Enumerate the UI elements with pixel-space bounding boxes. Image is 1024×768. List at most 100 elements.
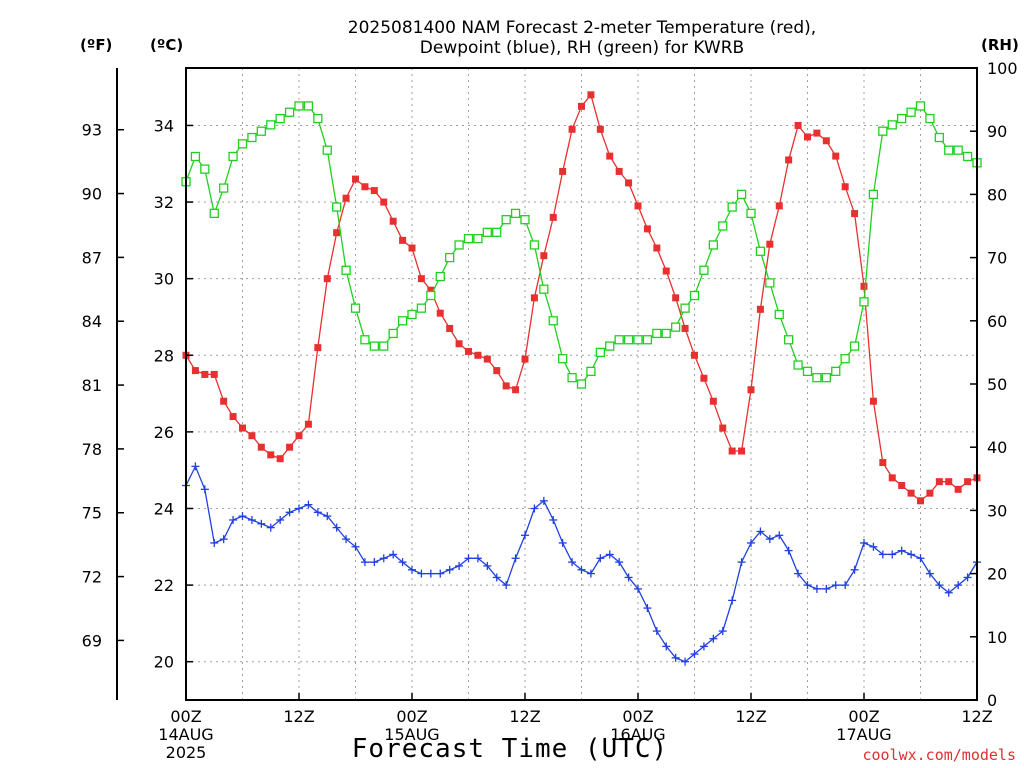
rh-point: [426, 290, 436, 301]
chart-subtitle: Dewpoint (blue), RH (green) for KWRB: [419, 38, 745, 58]
temperature-point: [314, 344, 322, 352]
temperature-point: [578, 102, 585, 110]
temperature-point: [926, 489, 934, 497]
temperature-point: [747, 386, 755, 394]
rh-point: [510, 208, 521, 219]
dewpoint-point: [907, 550, 916, 559]
rh-point: [303, 101, 314, 111]
rh-point: [548, 316, 558, 326]
rh-point: [962, 151, 973, 162]
temperature-point: [587, 91, 595, 99]
temperature-point: [530, 294, 538, 302]
dewpoint-point: [671, 653, 680, 662]
rh-point: [727, 202, 737, 212]
temperature-point: [681, 324, 689, 332]
x-tick-label: 17AUG: [836, 725, 891, 744]
temperature-point: [869, 397, 877, 405]
rh-point: [708, 240, 718, 250]
temperature-point: [775, 202, 783, 210]
fahrenheit-tick-label: 75: [82, 504, 102, 523]
dewpoint-point: [502, 581, 511, 590]
rh-point: [209, 208, 219, 219]
rh-point: [774, 309, 784, 320]
rh-point: [388, 328, 398, 339]
dewpoint-point: [643, 604, 652, 613]
rh-point: [784, 335, 794, 345]
rh-point: [831, 366, 841, 377]
temperature-point: [964, 478, 972, 486]
rh-point: [802, 366, 813, 377]
temperature-point: [917, 497, 924, 505]
dewpoint-point: [869, 542, 878, 551]
temperature-point: [342, 194, 350, 202]
dewpoint-point: [370, 558, 379, 567]
x-tick-label: 2025: [166, 743, 207, 762]
temperature-point: [191, 367, 199, 375]
rh-point: [492, 227, 502, 237]
rh-point: [219, 183, 229, 193]
rh-point: [680, 303, 690, 313]
temperature-point: [766, 240, 774, 248]
chart-title: 2025081400 NAM Forecast 2-meter Temperat…: [347, 18, 817, 38]
temperature-point: [691, 351, 698, 359]
dewpoint-point: [313, 508, 322, 517]
dewpoint-point: [219, 535, 228, 544]
dewpoint-point: [954, 581, 963, 590]
dewpoint-point: [888, 550, 897, 559]
rh-point: [200, 164, 210, 174]
dewpoint-point: [831, 581, 840, 590]
temperature-point: [728, 447, 736, 455]
rh-point: [878, 126, 888, 136]
temperature-point: [323, 275, 331, 283]
dewpoint-point: [841, 581, 850, 590]
rh-point: [840, 354, 850, 364]
rh-point: [736, 189, 747, 200]
dewpoint-point: [210, 538, 219, 547]
temperature-point: [945, 478, 953, 486]
rh-point: [944, 145, 954, 155]
dewpoint-point: [709, 634, 718, 643]
rh-point: [887, 120, 897, 130]
rh-tick-label: 100: [987, 59, 1018, 78]
rh-tick-label: 30: [987, 501, 1007, 520]
temperature-point: [370, 187, 378, 195]
fahrenheit-tick-label: 78: [82, 440, 102, 459]
x-tick-label: 00Z: [396, 707, 427, 726]
dewpoint-point: [652, 627, 661, 636]
rh-point: [435, 271, 445, 282]
temperature-point: [304, 420, 312, 428]
axes-layer: 20 22 24 26 28 30 32 34 69 72 75 78 81 84 87 90 93 0 10 20 3…: [82, 59, 1018, 762]
temperature-point: [446, 324, 454, 332]
dewpoint-point: [492, 573, 501, 582]
dewpoint-point: [935, 581, 944, 590]
dewpoint-point: [916, 554, 925, 563]
x-tick-label: 00Z: [622, 707, 653, 726]
rh-point: [341, 265, 351, 275]
rh-point: [925, 113, 935, 124]
temperature-point: [935, 478, 943, 486]
rh-point: [539, 284, 549, 294]
temperature-point: [709, 397, 717, 405]
x-tick-label: 00Z: [848, 707, 879, 726]
rh-tick-label: 20: [987, 565, 1007, 584]
rh-point: [407, 309, 417, 320]
rh-tick-label: 40: [987, 438, 1007, 457]
x-tick-label: 14AUG: [158, 725, 213, 744]
rh-point: [765, 278, 775, 288]
dewpoint-point: [963, 573, 972, 582]
celsius-tick-label: 20: [154, 653, 174, 672]
rh-point: [793, 360, 803, 370]
dewpoint-point: [634, 584, 642, 593]
dewpoint-point: [794, 569, 803, 578]
temperature-point: [380, 198, 388, 206]
rh-point: [595, 347, 605, 358]
dewpoint-point: [417, 569, 426, 578]
rh-tick-label: 0: [987, 691, 997, 710]
temperature-point: [841, 183, 849, 191]
rh-point: [953, 145, 963, 155]
dewpoint-point: [445, 565, 454, 574]
dewpoint-point: [191, 462, 200, 471]
fahrenheit-tick-label: 90: [82, 185, 102, 204]
rh-point: [256, 126, 266, 136]
celsius-tick-label: 34: [154, 116, 174, 135]
